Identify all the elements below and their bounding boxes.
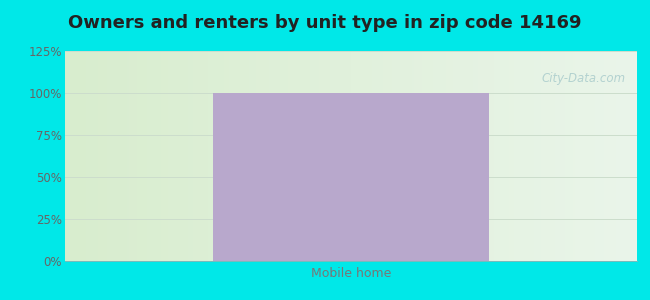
- Text: Owners and renters by unit type in zip code 14169: Owners and renters by unit type in zip c…: [68, 14, 582, 32]
- Text: City-Data.com: City-Data.com: [541, 72, 625, 85]
- Bar: [213, 93, 489, 261]
